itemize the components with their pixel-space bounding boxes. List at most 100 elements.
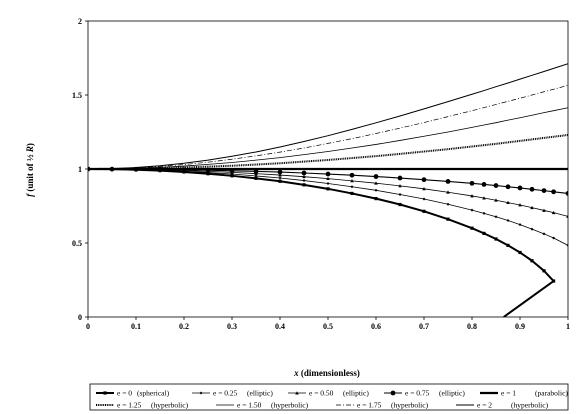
data-point bbox=[552, 236, 556, 240]
data-point bbox=[506, 243, 510, 247]
data-point bbox=[326, 182, 330, 186]
legend-marker bbox=[199, 391, 203, 395]
series-2 bbox=[88, 63, 568, 170]
data-point bbox=[302, 179, 306, 183]
data-point bbox=[325, 171, 331, 177]
legend-label: e = 2 bbox=[477, 401, 492, 410]
series-line bbox=[88, 63, 568, 170]
data-point bbox=[470, 208, 474, 212]
data-point bbox=[529, 186, 535, 192]
y-tick-label: 0 bbox=[78, 313, 82, 322]
legend-label: e = 1 bbox=[501, 389, 516, 398]
legend-item-1-75: e = 1.75 (hyperbolic) bbox=[336, 401, 429, 410]
data-point bbox=[542, 269, 546, 273]
legend-label: e = 0.75 bbox=[405, 389, 430, 398]
data-point bbox=[482, 231, 486, 235]
legend-desc: (hyperbolic) bbox=[391, 401, 429, 410]
legend-label: e = 0 bbox=[117, 389, 132, 398]
series-0-75 bbox=[88, 166, 568, 196]
data-point bbox=[469, 180, 475, 186]
legend-desc: (elliptic) bbox=[439, 389, 465, 398]
data-point bbox=[277, 169, 283, 175]
data-point bbox=[494, 198, 498, 202]
series-1-5 bbox=[88, 107, 568, 170]
data-point bbox=[506, 219, 510, 223]
legend-label: e = 0.25 bbox=[213, 389, 238, 398]
series-line bbox=[88, 168, 568, 246]
data-point bbox=[445, 179, 451, 184]
y-tick-label: 1.5 bbox=[72, 91, 82, 100]
legend-item-0-25: e = 0.25 (elliptic) bbox=[192, 389, 273, 398]
x-tick-label: 0.5 bbox=[323, 322, 333, 331]
data-point bbox=[398, 184, 402, 188]
data-point bbox=[518, 223, 522, 227]
legend-item-1-25: e = 1.25 (hyperbolic) bbox=[96, 401, 189, 410]
series-1-25 bbox=[88, 133, 568, 170]
data-point bbox=[518, 203, 522, 207]
legend-item-0-5: e = 0.50 (elliptic) bbox=[288, 389, 369, 398]
data-point bbox=[326, 176, 330, 181]
data-point bbox=[446, 217, 450, 221]
x-tick-label: 0.6 bbox=[371, 322, 381, 331]
y-tick-label: 1 bbox=[78, 165, 82, 174]
plot-area bbox=[88, 63, 568, 317]
y-tick-label: 2 bbox=[78, 17, 82, 26]
data-point bbox=[254, 174, 258, 178]
data-point bbox=[446, 190, 450, 194]
series-1-75 bbox=[88, 85, 568, 170]
data-point bbox=[278, 179, 282, 183]
data-point bbox=[481, 181, 487, 187]
data-point bbox=[505, 184, 511, 190]
legend-desc: (elliptic) bbox=[343, 389, 369, 398]
x-tick-label: 0.7 bbox=[419, 322, 429, 331]
data-point bbox=[530, 259, 534, 263]
data-point bbox=[397, 175, 403, 181]
data-point bbox=[422, 209, 426, 213]
data-point bbox=[278, 173, 282, 177]
legend-item-1-5: e = 1.50 (hyperbolic) bbox=[216, 401, 309, 410]
data-point bbox=[482, 196, 486, 200]
series-0 bbox=[88, 167, 556, 317]
legend-desc: (hyperbolic) bbox=[151, 401, 189, 410]
x-tick-label: 0.4 bbox=[275, 322, 285, 331]
x-tick-label: 0 bbox=[86, 322, 90, 331]
data-point bbox=[278, 176, 282, 180]
data-point bbox=[301, 170, 307, 176]
data-point bbox=[493, 183, 499, 188]
legend-label: e = 1.75 bbox=[357, 401, 382, 410]
data-point bbox=[398, 192, 402, 196]
data-point bbox=[302, 183, 306, 187]
legend-desc: (hyperbolic) bbox=[511, 401, 549, 410]
data-point bbox=[494, 215, 498, 219]
data-point bbox=[482, 211, 486, 215]
data-point bbox=[398, 202, 402, 207]
series-line bbox=[88, 107, 568, 170]
data-point bbox=[530, 227, 534, 231]
data-point bbox=[374, 188, 378, 192]
data-point bbox=[349, 172, 355, 178]
legend-desc: (parabolic) bbox=[535, 389, 568, 398]
data-point bbox=[446, 202, 450, 206]
data-point bbox=[470, 194, 474, 198]
series-line bbox=[88, 133, 568, 170]
data-point bbox=[374, 197, 378, 201]
legend-item-0-75: e = 0.75 (elliptic) bbox=[384, 389, 465, 398]
legend-marker bbox=[103, 391, 107, 395]
series-line bbox=[88, 85, 568, 170]
legend-marker bbox=[295, 391, 299, 395]
data-point bbox=[422, 197, 426, 201]
data-point bbox=[565, 191, 568, 196]
data-point bbox=[230, 174, 234, 178]
legend-item-0: e = 0 (spherical) bbox=[96, 389, 170, 398]
series-line bbox=[88, 168, 555, 317]
data-point bbox=[254, 176, 258, 180]
legend-marker bbox=[390, 390, 396, 396]
data-point bbox=[253, 168, 259, 174]
data-point bbox=[566, 214, 568, 218]
data-point bbox=[506, 200, 510, 205]
x-tick-label: 0.2 bbox=[179, 322, 189, 331]
data-point bbox=[518, 250, 522, 255]
axes bbox=[85, 20, 569, 320]
data-point bbox=[374, 181, 378, 185]
